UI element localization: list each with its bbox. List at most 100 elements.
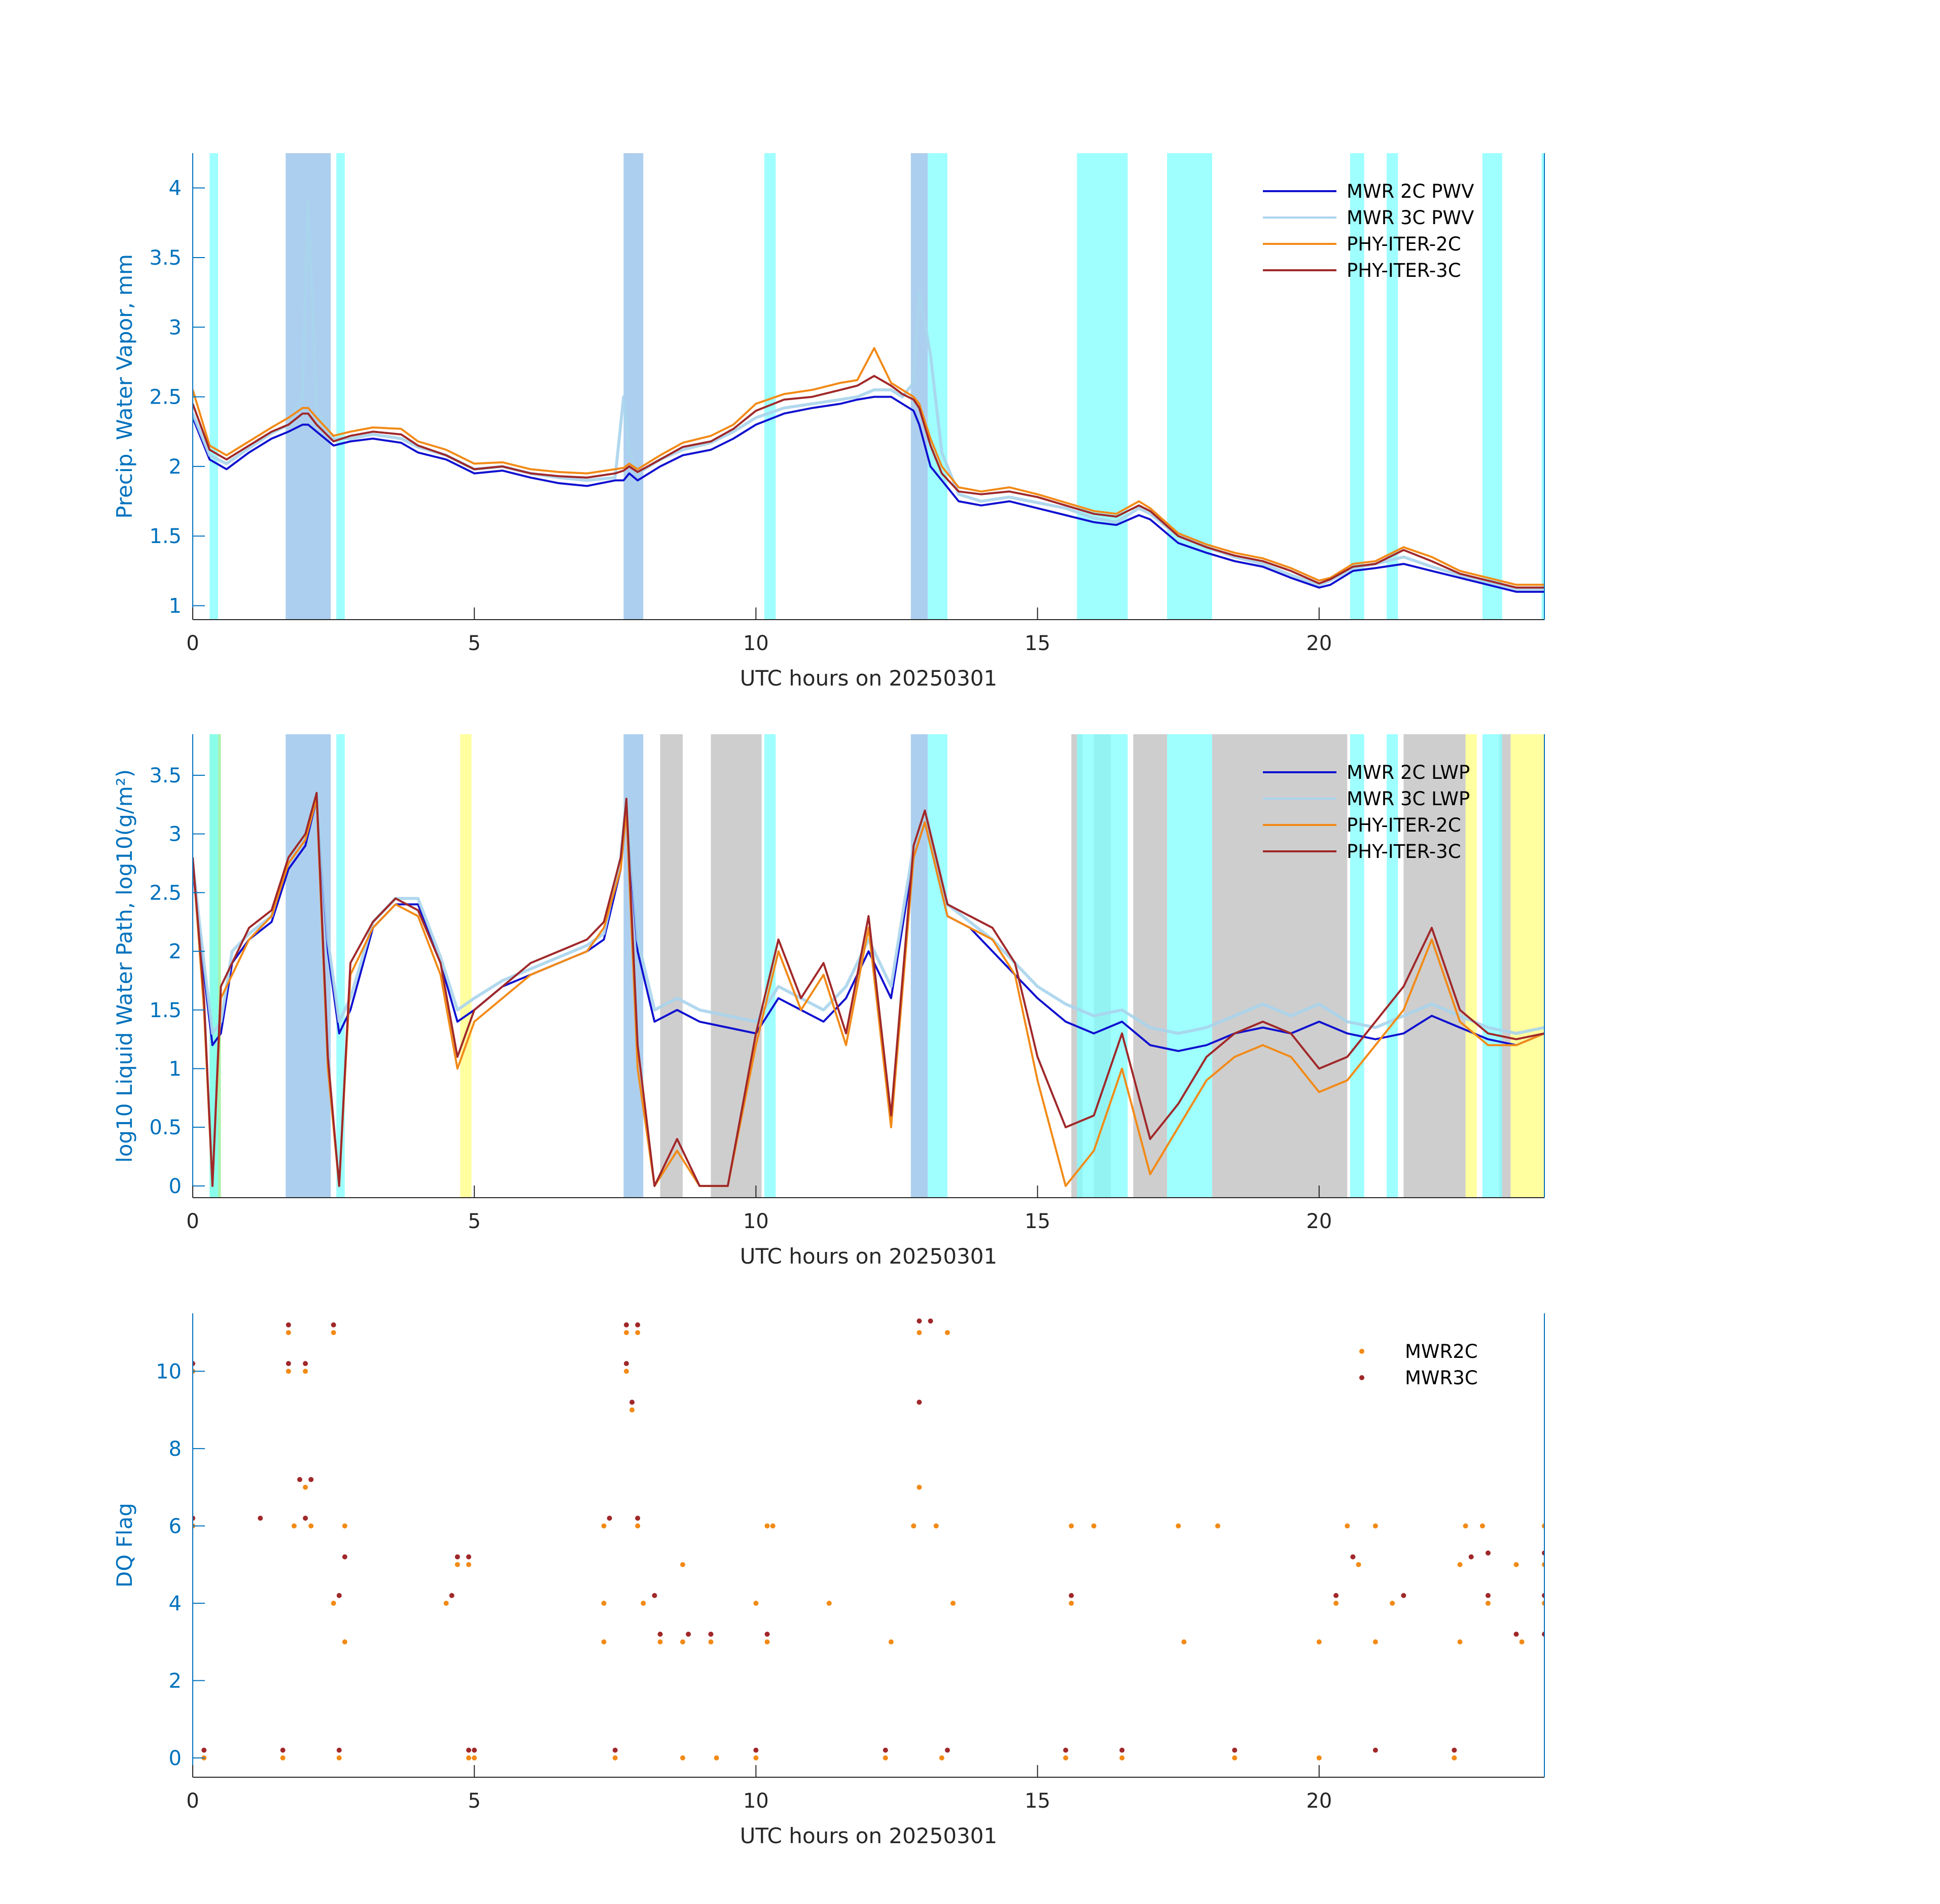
scatter-point bbox=[472, 1747, 477, 1753]
shaded-region-blue bbox=[623, 153, 644, 620]
x-tick-label: 20 bbox=[1306, 1210, 1332, 1233]
legend-label: MWR 2C LWP bbox=[1347, 762, 1470, 783]
scatter-point bbox=[1542, 1562, 1544, 1567]
scatter-point bbox=[916, 1330, 922, 1336]
legend-label: PHY-ITER-3C bbox=[1347, 841, 1461, 863]
scatter-point bbox=[708, 1639, 714, 1645]
scatter-point bbox=[303, 1485, 308, 1490]
legend-label: PHY-ITER-2C bbox=[1347, 233, 1461, 255]
scatter-point bbox=[1333, 1600, 1339, 1606]
scatter-point bbox=[454, 1554, 460, 1560]
scatter-point bbox=[933, 1523, 939, 1529]
scatter-point bbox=[291, 1523, 297, 1529]
scatter-point bbox=[286, 1322, 291, 1327]
scatter-point bbox=[303, 1369, 308, 1374]
plot-area bbox=[193, 153, 1544, 620]
scatter-point bbox=[601, 1523, 607, 1529]
scatter-point bbox=[1513, 1631, 1519, 1637]
scatter-point bbox=[629, 1399, 635, 1405]
y-tick-label: 3.5 bbox=[149, 246, 182, 270]
legend-label: MWR 3C PWV bbox=[1347, 207, 1474, 229]
scatter-point bbox=[466, 1562, 472, 1567]
scatter-point bbox=[1119, 1747, 1125, 1753]
y-tick-label: 3.5 bbox=[149, 764, 182, 787]
scatter-point bbox=[601, 1639, 607, 1645]
scatter-point bbox=[336, 1593, 342, 1598]
chart-panel-2: 0 5 10 15 20 0 0.5 1 1.5 2 2.5 3 3.5 UTC hours on 202… bbox=[112, 734, 1545, 1269]
y-tick-label: 2.5 bbox=[149, 386, 182, 409]
scatter-point bbox=[1468, 1554, 1474, 1560]
scatter-point bbox=[883, 1755, 888, 1761]
scatter-point bbox=[680, 1755, 686, 1761]
scatter-point bbox=[331, 1600, 336, 1606]
scatter-point bbox=[466, 1554, 472, 1560]
y-tick-label: 4 bbox=[169, 177, 182, 200]
scatter-point bbox=[342, 1639, 347, 1645]
scatter-point bbox=[1069, 1523, 1074, 1529]
y-tick-label: 2 bbox=[169, 1669, 182, 1693]
scatter-point bbox=[624, 1369, 629, 1374]
series-line-4 bbox=[193, 375, 1544, 589]
y-tick-label: 10 bbox=[156, 1360, 182, 1383]
y-tick-label: 4 bbox=[169, 1592, 182, 1615]
scatter-point bbox=[1356, 1562, 1361, 1567]
legend-label: MWR2C bbox=[1405, 1341, 1478, 1362]
shaded-region-gray bbox=[660, 734, 683, 1198]
shaded-region-cyan bbox=[764, 153, 776, 620]
y-tick-label: 0.5 bbox=[149, 1116, 182, 1139]
scatter-point bbox=[753, 1600, 759, 1606]
series-points-1 bbox=[193, 1330, 1544, 1761]
y-tick-label: 1.5 bbox=[149, 999, 182, 1022]
scatter-point bbox=[1069, 1593, 1074, 1598]
shaded-region-blue bbox=[910, 153, 928, 620]
x-axis-label: UTC hours on 20250301 bbox=[740, 1244, 998, 1269]
scatter-point bbox=[714, 1755, 719, 1761]
scatter-point bbox=[303, 1361, 308, 1367]
series-line-4 bbox=[193, 792, 1544, 1187]
scatter-point bbox=[1119, 1755, 1125, 1761]
scatter-point bbox=[280, 1747, 286, 1753]
scatter-point bbox=[297, 1477, 302, 1482]
scatter-point bbox=[1457, 1639, 1463, 1645]
shaded-region-blue bbox=[910, 734, 928, 1198]
shaded-region-cyan bbox=[209, 734, 218, 1198]
scatter-point bbox=[1457, 1562, 1463, 1567]
x-tick-label: 0 bbox=[186, 632, 199, 655]
chart-panel-1: 0 5 10 15 20 1 1.5 2 2.5 3 3.5 4 UTC hours on 202503… bbox=[112, 153, 1545, 691]
legend-label: MWR3C bbox=[1405, 1367, 1478, 1389]
scatter-point bbox=[331, 1330, 336, 1336]
scatter-point bbox=[916, 1399, 922, 1405]
scatter-point bbox=[764, 1639, 770, 1645]
scatter-point bbox=[944, 1330, 950, 1336]
scatter-point bbox=[1479, 1523, 1485, 1529]
scatter-point bbox=[336, 1747, 342, 1753]
series-line-3 bbox=[193, 347, 1544, 586]
scatter-point bbox=[336, 1755, 342, 1761]
y-tick-label: 2 bbox=[169, 940, 182, 963]
y-tick-label: 8 bbox=[169, 1438, 182, 1461]
scatter-point bbox=[193, 1516, 195, 1521]
scatter-point bbox=[635, 1516, 641, 1521]
shaded-region-cyan bbox=[209, 153, 218, 620]
x-tick-label: 5 bbox=[468, 1789, 480, 1813]
scatter-point bbox=[883, 1747, 888, 1753]
legend-label: MWR 2C PWV bbox=[1347, 181, 1474, 202]
scatter-point bbox=[1485, 1550, 1491, 1556]
x-tick-label: 10 bbox=[743, 632, 769, 655]
x-axis-label: UTC hours on 20250301 bbox=[740, 666, 998, 691]
scatter-point bbox=[826, 1600, 832, 1606]
scatter-point bbox=[1333, 1593, 1339, 1598]
scatter-point bbox=[657, 1631, 663, 1637]
scatter-point bbox=[1519, 1639, 1525, 1645]
y-tick-label: 2.5 bbox=[149, 881, 182, 905]
scatter-point bbox=[1316, 1755, 1322, 1761]
shaded-region-gray bbox=[711, 734, 762, 1198]
plot-area bbox=[193, 734, 1544, 1198]
y-tick-label: 2 bbox=[169, 455, 182, 479]
series-line-1 bbox=[193, 396, 1544, 593]
scatter-point bbox=[753, 1755, 759, 1761]
legend-swatch bbox=[1359, 1375, 1364, 1380]
scatter-point bbox=[1372, 1747, 1378, 1753]
scatter-point bbox=[657, 1639, 663, 1645]
